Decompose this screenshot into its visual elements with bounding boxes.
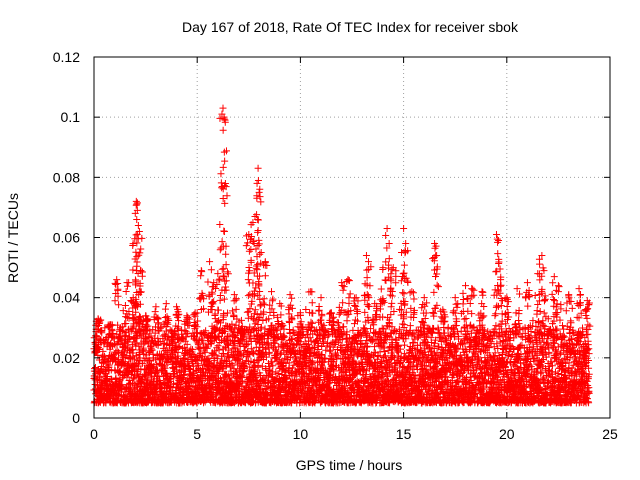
data-point — [179, 374, 187, 382]
data-point — [107, 340, 115, 348]
data-point — [499, 350, 507, 358]
data-point — [206, 359, 214, 367]
data-point — [145, 333, 153, 341]
data-point — [156, 376, 164, 384]
data-point — [401, 341, 409, 349]
data-point — [199, 339, 207, 347]
data-point — [110, 335, 118, 343]
data-point — [136, 354, 144, 362]
data-point — [387, 311, 395, 319]
data-point — [110, 355, 118, 363]
data-point — [146, 327, 154, 335]
data-point — [492, 310, 500, 318]
data-point — [165, 379, 172, 387]
data-point — [95, 345, 103, 353]
data-point — [219, 363, 227, 371]
data-point — [157, 362, 165, 370]
data-point — [168, 354, 176, 362]
data-point — [201, 349, 209, 357]
data-point — [119, 307, 127, 315]
data-point — [198, 352, 206, 360]
data-point — [302, 306, 310, 314]
data-point — [215, 346, 223, 354]
data-point — [367, 325, 375, 333]
data-point — [99, 347, 107, 355]
data-point — [189, 368, 197, 376]
data-point — [161, 331, 169, 339]
data-point — [212, 351, 220, 359]
data-point — [169, 388, 177, 396]
data-point — [115, 368, 123, 376]
data-point — [169, 350, 177, 358]
data-point — [189, 346, 197, 354]
data-point — [195, 345, 203, 353]
data-point — [161, 364, 169, 372]
data-point — [103, 372, 111, 380]
chart-title: Day 167 of 2018, Rate Of TEC Index for r… — [182, 19, 519, 35]
data-point — [119, 327, 127, 335]
data-point — [130, 385, 138, 393]
data-point — [212, 392, 220, 400]
data-point — [213, 318, 221, 326]
data-point — [202, 327, 210, 335]
data-point — [161, 363, 169, 371]
data-point — [214, 342, 222, 350]
data-point — [190, 362, 198, 370]
x-axis-label: GPS time / hours — [296, 457, 403, 473]
data-point — [147, 332, 155, 340]
data-point — [100, 352, 108, 360]
data-point — [174, 344, 182, 352]
data-points — [90, 104, 594, 407]
data-point — [148, 346, 156, 354]
data-point — [213, 355, 221, 363]
data-point — [208, 393, 216, 401]
data-point — [124, 362, 132, 370]
data-point — [160, 352, 168, 360]
data-point — [217, 375, 225, 383]
data-point — [131, 355, 139, 363]
data-point — [101, 324, 109, 332]
data-point — [98, 327, 106, 335]
data-point — [121, 348, 129, 356]
data-point — [186, 382, 194, 390]
data-point — [199, 365, 207, 373]
data-point — [288, 304, 296, 312]
data-point — [214, 333, 222, 341]
data-point — [183, 340, 191, 348]
data-point — [219, 350, 227, 358]
data-point — [187, 345, 195, 353]
data-point — [203, 344, 211, 352]
data-point — [207, 340, 215, 348]
data-point — [109, 329, 117, 337]
data-point — [188, 358, 196, 366]
data-point — [182, 328, 190, 336]
data-point — [164, 332, 172, 340]
y-axis-label: ROTI / TECUs — [5, 193, 21, 283]
data-point — [138, 359, 146, 367]
